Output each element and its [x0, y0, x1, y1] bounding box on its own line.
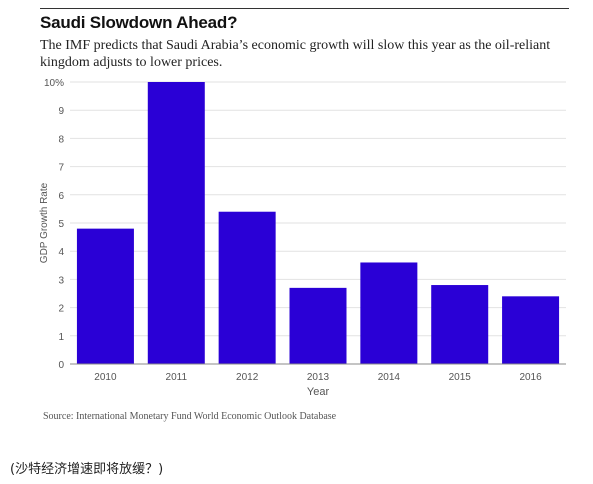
y-tick-label: 5 — [58, 219, 64, 230]
bar-chart: 0 1 2 3 4 5 6 7 8 9 10% 2010 2011 2012 2013 2014 2015 201… — [39, 78, 566, 398]
x-tick-label: 2015 — [449, 372, 472, 383]
x-tick-label: 2012 — [236, 372, 259, 383]
source-note: Source: International Monetary Fund Worl… — [43, 411, 337, 422]
bar-2012 — [218, 211, 276, 364]
x-tick-label: 2016 — [519, 372, 542, 383]
x-tick-label: 2014 — [378, 372, 401, 383]
y-tick-label: 4 — [58, 247, 64, 258]
bar-2016 — [502, 296, 560, 364]
bar-2010 — [76, 228, 134, 364]
y-tick-label: 7 — [58, 163, 64, 174]
x-tick-label: 2011 — [166, 372, 188, 383]
y-axis-label: GDP Growth Rate — [39, 182, 50, 263]
x-tick-label: 2013 — [307, 372, 330, 383]
bar-2014 — [360, 262, 418, 364]
y-tick-label: 9 — [58, 106, 64, 117]
caption: (沙特经济增速即将放缓？) — [10, 462, 164, 477]
x-axis-label: Year — [307, 386, 330, 398]
y-tick-label: 8 — [58, 134, 64, 145]
y-tick-label: 10% — [44, 78, 64, 89]
top-rule — [40, 8, 569, 9]
y-tick-label: 0 — [58, 360, 64, 371]
y-tick-label: 6 — [58, 191, 64, 202]
bar-2013 — [289, 287, 347, 364]
x-tick-label: 2010 — [94, 372, 117, 383]
chart-title: Saudi Slowdown Ahead? — [40, 13, 238, 32]
y-tick-label: 2 — [58, 304, 64, 315]
y-tick-label: 3 — [58, 275, 64, 286]
bar-2011 — [147, 82, 205, 364]
bar-2015 — [431, 285, 489, 364]
chart-subtitle: The IMF predicts that Saudi Arabia’s eco… — [40, 38, 551, 70]
y-tick-label: 1 — [58, 332, 64, 343]
